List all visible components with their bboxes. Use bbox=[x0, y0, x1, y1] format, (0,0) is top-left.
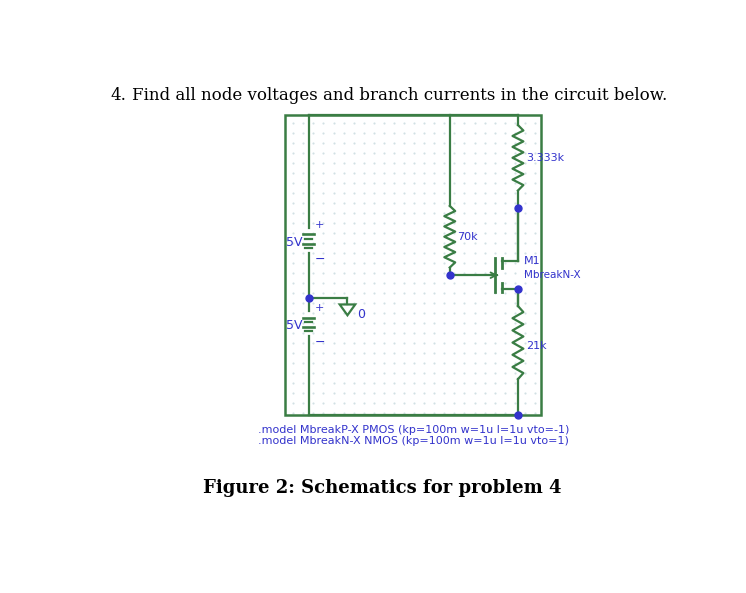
Text: .model MbreakP-X PMOS (kp=100m w=1u l=1u vto=-1): .model MbreakP-X PMOS (kp=100m w=1u l=1u… bbox=[257, 425, 569, 435]
Text: .model MbreakN-X NMOS (kp=100m w=1u l=1u vto=1): .model MbreakN-X NMOS (kp=100m w=1u l=1u… bbox=[258, 436, 568, 446]
Text: Find all node voltages and branch currents in the circuit below.: Find all node voltages and branch curren… bbox=[132, 87, 667, 104]
Text: −: − bbox=[314, 336, 325, 349]
Text: 0: 0 bbox=[357, 308, 365, 321]
Text: Figure 2: Schematics for problem 4: Figure 2: Schematics for problem 4 bbox=[203, 479, 562, 498]
Text: 21k: 21k bbox=[526, 342, 546, 352]
Text: 70k: 70k bbox=[457, 232, 478, 242]
Text: 3.333k: 3.333k bbox=[526, 153, 564, 163]
Text: 4.: 4. bbox=[110, 87, 126, 104]
Text: +: + bbox=[315, 220, 325, 230]
Text: MbreakN-X: MbreakN-X bbox=[524, 270, 581, 280]
Text: 5V: 5V bbox=[286, 235, 302, 248]
Text: +: + bbox=[315, 304, 325, 313]
Bar bbox=[286, 115, 541, 415]
Text: −: − bbox=[314, 253, 325, 266]
Text: 5V: 5V bbox=[286, 319, 302, 331]
Text: M1: M1 bbox=[524, 256, 541, 266]
